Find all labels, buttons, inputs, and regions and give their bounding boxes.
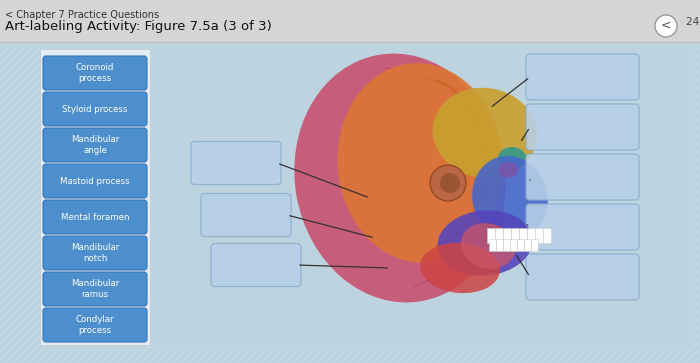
Text: Mandibular
angle: Mandibular angle — [71, 135, 119, 155]
FancyBboxPatch shape — [489, 240, 496, 252]
FancyBboxPatch shape — [43, 272, 147, 306]
Bar — [152, 45, 690, 345]
Ellipse shape — [337, 63, 503, 263]
FancyBboxPatch shape — [201, 193, 291, 237]
FancyBboxPatch shape — [43, 236, 147, 270]
FancyBboxPatch shape — [543, 228, 552, 244]
Text: Art-labeling Activity: Figure 7.5a (3 of 3): Art-labeling Activity: Figure 7.5a (3 of… — [5, 20, 272, 33]
FancyBboxPatch shape — [496, 240, 503, 252]
Text: 24 of 6: 24 of 6 — [686, 17, 700, 27]
FancyBboxPatch shape — [526, 254, 639, 300]
Ellipse shape — [498, 147, 526, 169]
Text: Mandibular
ramus: Mandibular ramus — [71, 279, 119, 299]
Ellipse shape — [461, 223, 515, 269]
FancyBboxPatch shape — [526, 204, 639, 250]
FancyBboxPatch shape — [496, 228, 503, 244]
Ellipse shape — [433, 88, 538, 178]
Text: < Chapter 7 Practice Questions: < Chapter 7 Practice Questions — [5, 10, 159, 20]
FancyBboxPatch shape — [531, 240, 538, 252]
Text: Mandibular
notch: Mandibular notch — [71, 243, 119, 263]
FancyBboxPatch shape — [503, 228, 512, 244]
FancyBboxPatch shape — [526, 104, 639, 150]
FancyBboxPatch shape — [43, 92, 147, 126]
FancyBboxPatch shape — [524, 240, 531, 252]
Ellipse shape — [438, 211, 533, 276]
FancyBboxPatch shape — [43, 128, 147, 162]
FancyBboxPatch shape — [211, 244, 301, 286]
Text: <: < — [661, 19, 671, 32]
FancyBboxPatch shape — [510, 240, 517, 252]
Text: Mastoid process: Mastoid process — [60, 176, 130, 185]
Ellipse shape — [498, 162, 518, 178]
Ellipse shape — [472, 156, 548, 240]
FancyBboxPatch shape — [526, 154, 639, 200]
FancyBboxPatch shape — [519, 228, 528, 244]
Ellipse shape — [420, 243, 500, 293]
Text: Coronoid
process: Coronoid process — [76, 63, 114, 83]
Circle shape — [430, 165, 466, 201]
Bar — [0, 0, 700, 42]
Ellipse shape — [294, 54, 505, 302]
FancyBboxPatch shape — [191, 142, 281, 184]
FancyBboxPatch shape — [487, 228, 496, 244]
FancyBboxPatch shape — [536, 228, 543, 244]
Bar — [40, 49, 150, 345]
FancyBboxPatch shape — [43, 200, 147, 234]
Text: Styloid process: Styloid process — [62, 105, 127, 114]
FancyBboxPatch shape — [43, 308, 147, 342]
Text: Condylar
process: Condylar process — [76, 315, 114, 335]
Circle shape — [440, 173, 460, 193]
Text: Mental foramen: Mental foramen — [61, 212, 130, 221]
FancyBboxPatch shape — [512, 228, 519, 244]
FancyBboxPatch shape — [43, 164, 147, 198]
FancyBboxPatch shape — [517, 240, 524, 252]
FancyBboxPatch shape — [528, 228, 536, 244]
Circle shape — [655, 15, 677, 37]
FancyBboxPatch shape — [43, 56, 147, 90]
FancyBboxPatch shape — [526, 54, 639, 100]
FancyBboxPatch shape — [503, 240, 510, 252]
